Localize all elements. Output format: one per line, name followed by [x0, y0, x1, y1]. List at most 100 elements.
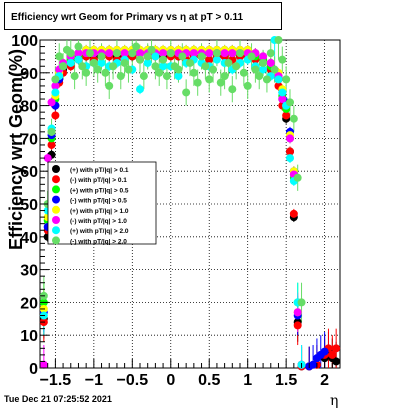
data-point [270, 65, 279, 74]
data-point [282, 111, 291, 120]
data-point [251, 65, 260, 74]
data-point [228, 85, 237, 94]
x-tick-label: 0.5 [198, 372, 220, 389]
data-point [47, 140, 56, 149]
data-point [193, 78, 202, 87]
data-points [39, 36, 341, 371]
title-box: Efficiency wrt Geom for Primary vs η at … [4, 2, 282, 30]
data-point [262, 75, 271, 84]
data-point [286, 98, 294, 107]
data-point [174, 65, 183, 74]
data-point [136, 49, 144, 58]
y-tick-label: 60 [20, 164, 38, 181]
data-point [266, 58, 275, 67]
data-point [205, 75, 214, 84]
data-point [224, 58, 233, 67]
x-axis-label: η [330, 393, 339, 409]
data-point [147, 45, 156, 54]
data-point [205, 55, 214, 64]
data-point [86, 49, 94, 58]
data-point [47, 98, 56, 107]
data-point [51, 88, 60, 97]
data-point [47, 127, 56, 136]
data-point [247, 52, 256, 61]
data-point [74, 42, 83, 51]
legend-marker [52, 175, 60, 184]
y-tick-label: 0 [29, 361, 38, 378]
y-tick-label: 70 [20, 131, 38, 148]
data-point [51, 75, 60, 84]
data-point [132, 42, 141, 51]
data-point [143, 52, 152, 61]
data-point [151, 62, 160, 71]
data-point [174, 72, 183, 81]
data-point [236, 49, 244, 58]
x-tick-label: −1.5 [40, 372, 72, 389]
data-point [293, 308, 302, 317]
data-point [78, 62, 87, 71]
data-point [332, 357, 341, 366]
data-point [59, 62, 68, 71]
data-point [89, 58, 98, 67]
data-point [101, 68, 110, 77]
data-point [286, 134, 294, 143]
data-point [278, 88, 287, 97]
data-point [186, 58, 194, 67]
data-point [220, 49, 229, 58]
data-point [212, 55, 221, 64]
timestamp: Tue Dec 21 07:25:52 2021 [4, 394, 112, 404]
data-point [182, 88, 191, 97]
x-tick-label: −0.5 [117, 372, 149, 389]
data-point [159, 55, 168, 64]
data-point [259, 65, 268, 74]
data-point [286, 147, 294, 156]
data-point [155, 68, 164, 77]
data-point [97, 52, 106, 61]
data-point [39, 360, 48, 369]
data-point [293, 321, 302, 330]
data-point [201, 62, 210, 71]
data-point [197, 52, 206, 61]
data-point [112, 49, 121, 58]
legend-marker [52, 205, 60, 214]
data-point [51, 81, 60, 90]
data-point [278, 55, 287, 64]
data-point [105, 81, 114, 90]
data-point [51, 111, 60, 120]
data-point [309, 360, 318, 369]
legend-label: (+) with pT/|q| > 0.5 [70, 187, 129, 194]
legend-label: (-) with pT/|q| > 0.1 [70, 177, 127, 184]
data-point [43, 154, 52, 163]
x-tick-label: 1 [243, 372, 252, 389]
y-tick-label: 10 [20, 328, 38, 345]
data-point [259, 58, 268, 67]
data-point [70, 72, 79, 81]
data-point [124, 65, 133, 74]
data-point [139, 72, 148, 81]
data-point [274, 75, 283, 84]
data-point [159, 62, 168, 71]
data-point [74, 49, 83, 58]
data-point [205, 49, 214, 58]
data-point [66, 49, 75, 58]
data-point [216, 78, 225, 87]
data-point [320, 347, 329, 356]
y-tick-label: 20 [20, 295, 38, 312]
legend-label: (+) with pT/|q| > 0.1 [70, 167, 129, 174]
data-point [116, 72, 125, 81]
y-tick-label: 30 [20, 263, 38, 280]
data-point [259, 52, 268, 61]
data-point [105, 49, 114, 58]
x-tick-label: −1 [85, 372, 103, 389]
data-point [97, 58, 106, 67]
y-tick-label: 50 [20, 197, 38, 214]
legend-marker [52, 195, 60, 204]
legend-box [47, 161, 157, 245]
legend-marker [52, 236, 60, 245]
data-point [159, 49, 168, 58]
legend: (+) with pT/|q| > 0.1 (-) with pT/|q| > 0… [47, 161, 157, 245]
legend-label: (-) with pT/|q| > 1.0 [70, 218, 127, 225]
data-point [274, 36, 283, 44]
legend-marker [52, 226, 60, 235]
data-point [128, 49, 137, 58]
